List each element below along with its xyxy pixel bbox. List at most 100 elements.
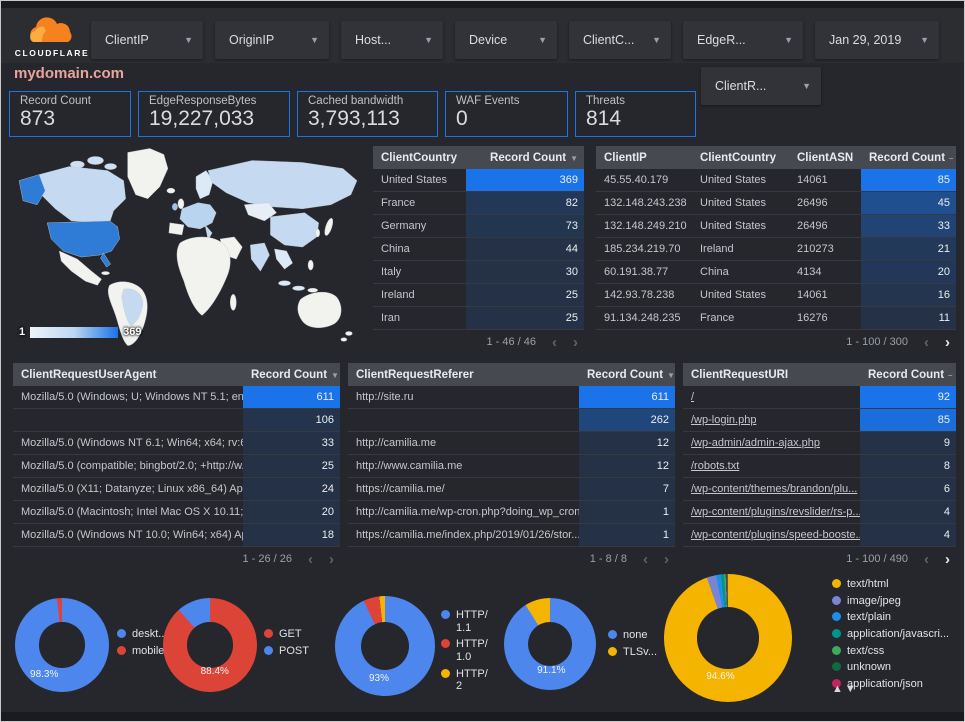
donut-http-method-share[interactable]: 88.4% xyxy=(163,598,257,692)
filter-clientrequest[interactable]: ClientR... ▼ xyxy=(701,67,821,105)
sort-icon[interactable]: – xyxy=(948,370,953,380)
prev-page-button[interactable]: ‹ xyxy=(924,550,929,568)
cloudflare-logo: CLOUDFLARE xyxy=(13,16,91,60)
sort-icon[interactable]: ▼ xyxy=(331,370,339,380)
prev-page-button[interactable]: ‹ xyxy=(643,550,648,568)
legend-item[interactable]: image/jpeg xyxy=(832,595,949,608)
next-page-button[interactable]: › xyxy=(664,550,669,568)
legend-item[interactable]: GET xyxy=(264,628,309,641)
pagination-range: 1 - 100 / 300 xyxy=(846,336,908,348)
table-cell[interactable]: / xyxy=(691,391,695,403)
legend-item[interactable]: unknown xyxy=(832,661,949,674)
legend-item[interactable]: HTTP/1.0 xyxy=(441,638,493,663)
table-pagination: 1 - 100 / 300 ‹ › xyxy=(596,330,956,354)
table-cell: 142.93.78.238 xyxy=(604,289,675,301)
filter-edgeresponse[interactable]: EdgeR... ▼ xyxy=(683,21,803,59)
legend-label: mobile xyxy=(132,644,165,657)
filter-device[interactable]: Device ▼ xyxy=(455,21,557,59)
top-strip xyxy=(1,1,964,8)
filter-clientip[interactable]: ClientIP ▼ xyxy=(91,21,203,59)
world-map[interactable]: 1 369 xyxy=(11,146,369,348)
filter-originip[interactable]: OriginIP ▼ xyxy=(215,21,329,59)
column-header[interactable]: ClientCountry xyxy=(700,151,777,164)
table-cell: 132.148.249.210 xyxy=(604,220,687,232)
table-cell: https://camilia.me/ xyxy=(356,483,445,495)
column-header[interactable]: ClientASN xyxy=(797,151,854,164)
table-cell[interactable]: /robots.txt xyxy=(691,460,740,472)
legend-sort-arrows[interactable]: ▲▼ xyxy=(832,683,858,695)
count-cell: 7 xyxy=(579,478,675,500)
scorecard-row: Record Count 873 EdgeResponseBytes 19,227,… xyxy=(9,91,696,137)
column-header[interactable]: Record Count – xyxy=(869,151,954,164)
column-header[interactable]: ClientIP xyxy=(604,151,647,164)
legend-item[interactable]: text/html xyxy=(832,578,949,591)
legend-item[interactable]: application/json xyxy=(832,678,949,691)
next-page-button[interactable]: › xyxy=(945,333,950,351)
legend-label: unknown xyxy=(847,661,892,674)
filter-clientcountry[interactable]: ClientC... ▼ xyxy=(569,21,671,59)
legend-item[interactable]: mobile xyxy=(117,645,167,658)
table-cell[interactable]: /wp-admin/admin-ajax.php xyxy=(691,437,821,449)
column-header[interactable]: ClientRequestURI xyxy=(691,368,789,381)
donut-hole xyxy=(527,621,573,667)
table-cell: Iran xyxy=(381,312,400,324)
count-cell: 25 xyxy=(243,455,340,477)
sort-icon[interactable]: – xyxy=(949,153,954,163)
table-row: Mozilla/5.0 (Windows NT 6.1; Win64; x64;… xyxy=(13,432,340,455)
pagination-range: 1 - 100 / 490 xyxy=(846,553,908,565)
prev-page-button[interactable]: ‹ xyxy=(552,333,557,351)
sort-icon[interactable]: ▼ xyxy=(667,370,675,380)
table-cell: United States xyxy=(700,197,767,209)
table-cell: Mozilla/5.0 (compatible; bingbot/2.0; +h… xyxy=(21,460,243,472)
table-row: https://camilia.me/7 xyxy=(348,478,675,501)
column-header[interactable]: ClientRequestUserAgent xyxy=(21,368,157,381)
filter-host[interactable]: Host... ▼ xyxy=(341,21,443,59)
pagination-range: 1 - 26 / 26 xyxy=(242,553,292,565)
legend-label: GET xyxy=(279,628,302,640)
chevron-down-icon: ▼ xyxy=(184,35,193,45)
legend-item[interactable]: text/plain xyxy=(832,611,949,624)
sort-icon[interactable]: ▼ xyxy=(570,153,578,163)
donut-http-protocol-share[interactable]: 93% xyxy=(335,596,435,696)
table-cell[interactable]: /wp-content/plugins/revslider/rs-p... xyxy=(691,506,860,518)
prev-page-button[interactable]: ‹ xyxy=(308,550,313,568)
table-row: Italy 30 xyxy=(373,261,584,284)
table-cell: Mozilla/5.0 (Windows; U; Windows NT 5.1;… xyxy=(21,391,243,403)
table-cell[interactable]: /wp-content/themes/brandon/plu... xyxy=(691,483,858,495)
column-header[interactable]: Record Count ▼ xyxy=(587,368,675,381)
prev-page-button[interactable]: ‹ xyxy=(924,333,929,351)
count-cell: 369 xyxy=(466,169,584,191)
legend-item[interactable]: none xyxy=(608,629,657,642)
table-header: ClientRequestURI Record Count – xyxy=(683,363,956,386)
legend-item[interactable]: TLSv... xyxy=(608,646,657,659)
legend-item[interactable]: deskt... xyxy=(117,628,167,641)
column-header[interactable]: ClientCountry xyxy=(381,151,458,164)
column-header[interactable]: ClientRequestReferer xyxy=(356,368,474,381)
next-page-button[interactable]: › xyxy=(945,550,950,568)
table-cell: 4134 xyxy=(797,266,822,278)
donut-content-type-share[interactable]: 94.6% xyxy=(664,574,792,702)
donut-tls-share[interactable]: 91.1% xyxy=(504,598,596,690)
donut-device-share[interactable]: 98.3% xyxy=(15,598,109,692)
legend-item[interactable]: POST xyxy=(264,645,309,658)
date-range-filter[interactable]: Jan 29, 2019 ▼ xyxy=(815,21,939,59)
next-page-button[interactable]: › xyxy=(573,333,578,351)
legend-item[interactable]: application/javascri... xyxy=(832,628,949,641)
next-page-button[interactable]: › xyxy=(329,550,334,568)
count-cell: 1 xyxy=(579,501,675,523)
bottom-strip xyxy=(1,712,964,721)
legend-item[interactable]: HTTP/1.1 xyxy=(441,609,493,634)
legend-item[interactable]: text/css xyxy=(832,645,949,658)
legend-label: TLSv... xyxy=(623,645,658,658)
column-header[interactable]: Record Count – xyxy=(868,368,953,381)
table-cell[interactable]: /wp-login.php xyxy=(691,414,757,426)
legend-item[interactable]: HTTP/2 xyxy=(441,668,493,693)
column-header[interactable]: Record Count ▼ xyxy=(490,151,578,164)
table-cell: United States xyxy=(700,289,767,301)
column-header[interactable]: Record Count ▼ xyxy=(251,368,339,381)
legend-label: POST xyxy=(279,644,309,657)
table-cell[interactable]: /wp-content/plugins/speed-booste... xyxy=(691,529,860,541)
table-cell: France xyxy=(381,197,416,209)
world-map-svg xyxy=(18,148,358,346)
